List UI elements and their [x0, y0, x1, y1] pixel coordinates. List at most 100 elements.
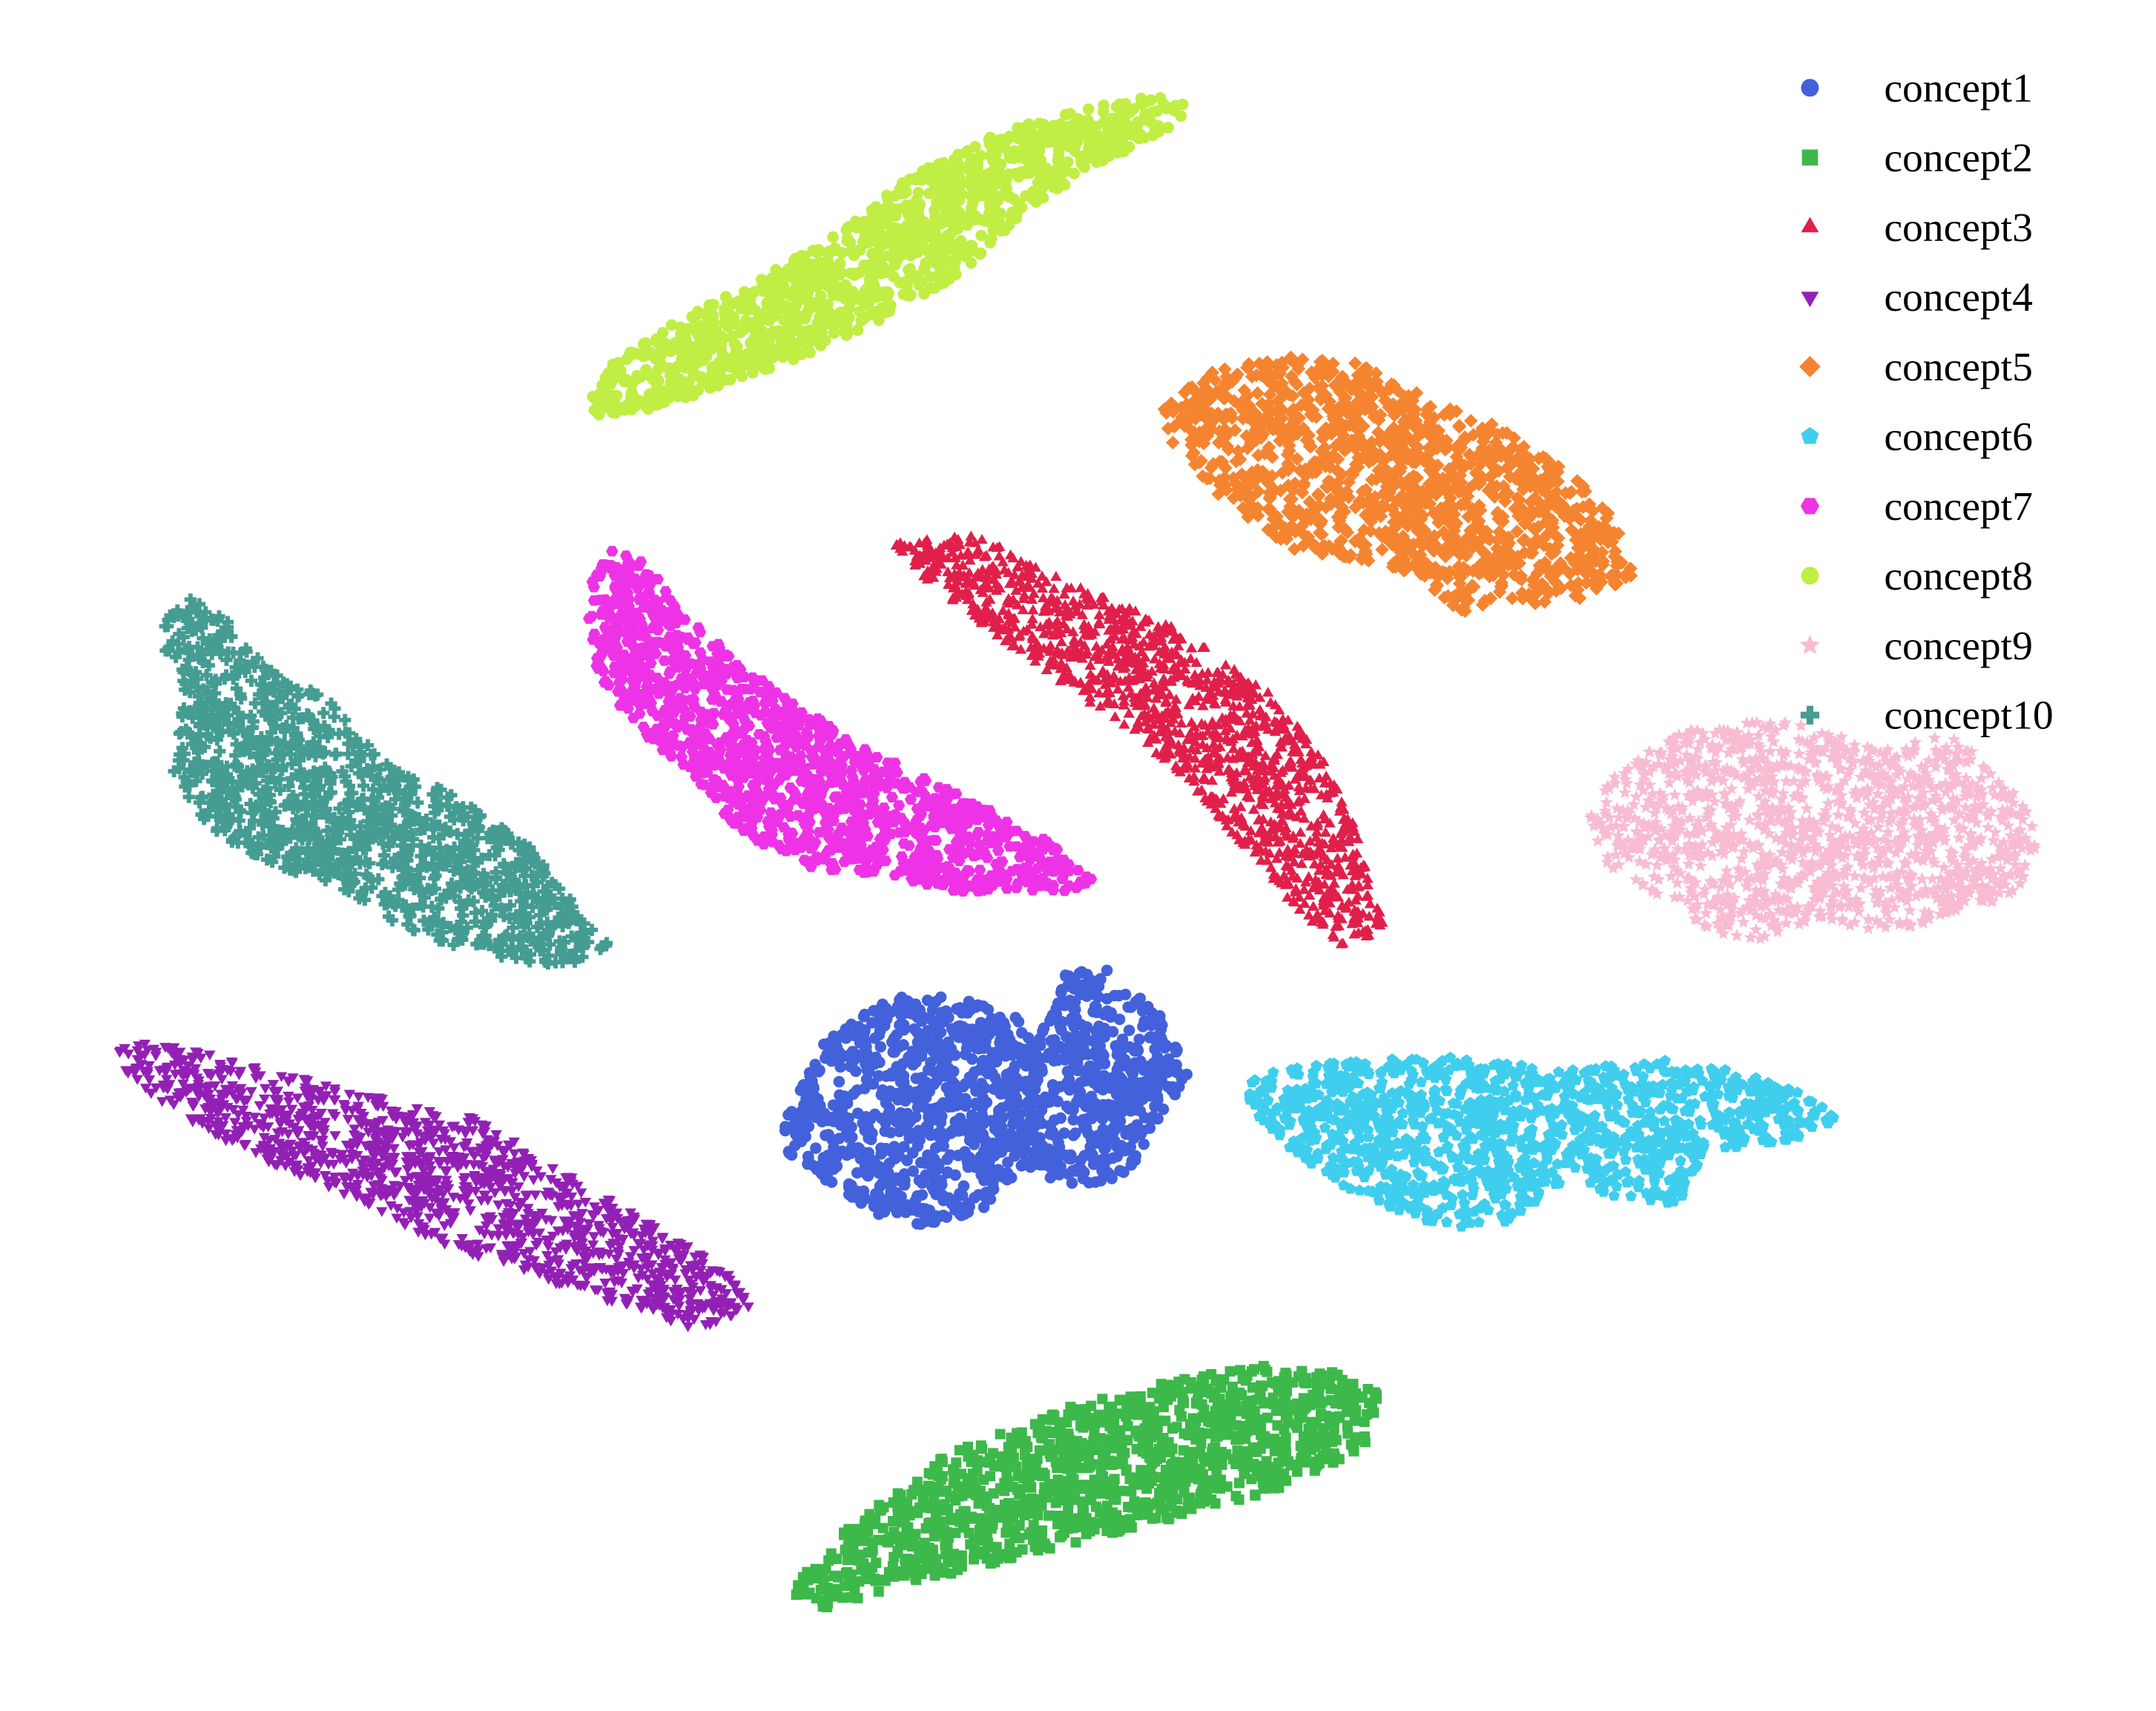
data-point	[825, 1044, 837, 1057]
data-point	[840, 1127, 853, 1140]
data-point	[822, 1151, 834, 1164]
data-point	[1178, 1480, 1189, 1491]
data-point	[1126, 1486, 1137, 1497]
data-point	[909, 1485, 920, 1496]
data-point	[883, 1107, 895, 1119]
data-point	[848, 1029, 860, 1041]
data-point	[940, 1005, 952, 1018]
data-point	[930, 1023, 942, 1035]
data-point	[1138, 1405, 1150, 1417]
data-point	[1021, 1104, 1034, 1117]
data-point	[985, 1471, 996, 1482]
data-point	[1006, 1109, 1018, 1121]
data-point	[937, 1140, 949, 1152]
data-point	[1367, 1402, 1378, 1414]
data-point	[860, 1526, 871, 1537]
data-point	[1170, 1046, 1182, 1058]
data-point	[898, 1168, 911, 1180]
data-point	[1134, 1508, 1145, 1518]
data-point	[926, 1161, 938, 1173]
data-point	[1250, 1445, 1261, 1457]
data-point	[965, 1539, 976, 1550]
data-point	[943, 1101, 955, 1113]
data-point	[1327, 1436, 1338, 1447]
data-point	[914, 1544, 925, 1555]
data-point	[952, 1125, 964, 1137]
data-point	[1125, 1001, 1137, 1013]
data-point	[1052, 1518, 1064, 1529]
data-point	[1095, 1154, 1108, 1166]
data-point	[1348, 1379, 1359, 1390]
data-point	[1341, 1397, 1352, 1408]
data-point	[840, 1567, 851, 1578]
data-point	[932, 1529, 943, 1540]
data-point	[993, 550, 1006, 561]
data-point	[989, 1150, 1000, 1162]
data-point	[1111, 1049, 1124, 1061]
data-point	[1255, 1383, 1266, 1394]
data-point	[859, 1082, 871, 1095]
data-point	[923, 1085, 936, 1098]
data-point	[834, 1061, 846, 1073]
data-point	[1244, 1424, 1255, 1435]
data-point	[929, 1210, 942, 1222]
data-point	[1067, 1164, 1079, 1177]
data-point	[975, 1020, 986, 1032]
data-point	[878, 1009, 891, 1022]
data-point	[1133, 994, 1144, 1006]
data-point	[978, 1201, 990, 1213]
data-point	[1185, 716, 1198, 727]
data-point	[922, 1064, 934, 1076]
data-point	[1078, 1093, 1089, 1105]
data-point	[1086, 1482, 1097, 1493]
data-point	[859, 1009, 871, 1021]
data-point	[1061, 1043, 1072, 1055]
data-point	[1125, 1159, 1138, 1171]
data-point	[1113, 1013, 1126, 1026]
data-point	[930, 1519, 941, 1530]
data-point	[1081, 969, 1093, 980]
data-point	[1080, 1404, 1091, 1415]
data-point	[870, 1575, 881, 1586]
data-point	[963, 995, 975, 1008]
data-point	[977, 1132, 989, 1144]
data-point	[952, 1564, 963, 1575]
data-point	[1049, 1014, 1061, 1026]
data-point	[1137, 1093, 1149, 1105]
data-point	[1184, 1419, 1196, 1430]
data-point	[963, 1151, 975, 1164]
data-point	[810, 1573, 821, 1584]
data-point	[1235, 1365, 1246, 1376]
data-point	[1112, 1457, 1123, 1468]
data-point	[891, 1570, 903, 1581]
data-point	[976, 1102, 988, 1114]
data-point	[1233, 1434, 1245, 1445]
data-point	[1137, 1021, 1149, 1032]
data-point	[1007, 1072, 1019, 1085]
data-point	[1164, 1446, 1176, 1457]
data-point	[879, 1125, 891, 1138]
data-point	[1196, 1382, 1207, 1393]
data-point	[1133, 1033, 1145, 1046]
data-point	[1007, 1118, 1019, 1130]
data-point	[1061, 1417, 1072, 1428]
data-point	[950, 1527, 961, 1538]
data-point	[938, 1567, 949, 1578]
data-point	[1163, 1437, 1174, 1448]
data-point	[1216, 1459, 1227, 1470]
data-point	[1009, 1041, 1021, 1053]
points-layer	[113, 92, 2042, 1612]
data-point	[1060, 1030, 1072, 1043]
data-point	[1041, 1491, 1052, 1503]
data-point	[812, 1066, 825, 1078]
data-point	[999, 1486, 1010, 1497]
data-point	[800, 1092, 812, 1104]
data-point	[822, 1129, 834, 1141]
data-point	[849, 1583, 860, 1595]
data-point	[1271, 1467, 1282, 1478]
data-point	[1150, 1456, 1161, 1467]
data-point	[1006, 1432, 1017, 1443]
data-point	[951, 1457, 962, 1468]
data-point	[860, 1037, 871, 1049]
data-point	[797, 1572, 808, 1583]
